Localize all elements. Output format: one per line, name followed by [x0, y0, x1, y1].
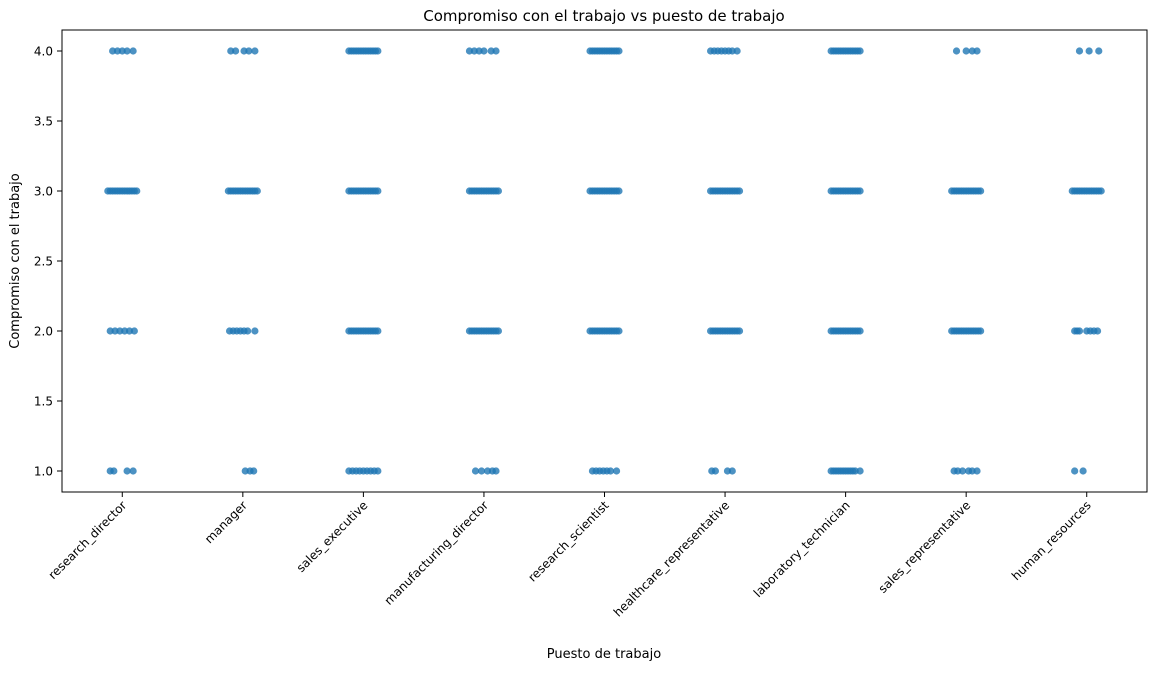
y-tick-label: 1.5 — [34, 395, 53, 409]
data-point — [374, 187, 382, 195]
data-point — [856, 187, 864, 195]
y-tick-label: 3.5 — [34, 115, 53, 129]
data-point — [615, 327, 623, 335]
data-point — [251, 47, 259, 55]
data-point — [711, 467, 720, 475]
x-axis-label: Puesto de trabajo — [547, 647, 661, 662]
data-point — [1075, 47, 1084, 55]
data-point — [250, 467, 258, 475]
data-point — [606, 467, 615, 475]
data-point — [1075, 327, 1084, 335]
data-point — [856, 467, 864, 475]
data-point — [492, 467, 500, 475]
data-point — [1095, 47, 1103, 55]
data-point — [130, 327, 138, 335]
data-point — [1085, 47, 1093, 55]
data-point — [962, 47, 970, 55]
chart-title: Compromiso con el trabajo vs puesto de t… — [423, 7, 784, 25]
data-point — [110, 467, 118, 475]
data-point — [958, 467, 967, 475]
data-point — [129, 47, 137, 55]
data-point — [251, 327, 259, 335]
data-point — [245, 47, 253, 55]
data-point — [1071, 467, 1079, 475]
data-point — [133, 187, 141, 195]
data-point — [612, 467, 621, 475]
y-tick-label: 3.0 — [34, 185, 53, 199]
data-point — [129, 467, 137, 475]
data-point — [977, 187, 985, 195]
data-point — [856, 47, 864, 55]
y-tick-label: 2.0 — [34, 325, 53, 339]
data-point — [374, 327, 382, 335]
y-axis-label: Compromiso con el trabajo — [8, 173, 23, 349]
data-point — [480, 47, 488, 55]
data-point — [492, 47, 500, 55]
y-tick-label: 2.5 — [34, 255, 53, 269]
data-point — [244, 327, 252, 335]
data-point — [477, 467, 486, 475]
data-point — [615, 47, 623, 55]
data-point — [735, 327, 744, 335]
data-point — [1079, 467, 1087, 475]
data-point — [1097, 187, 1105, 195]
data-point — [232, 47, 240, 55]
data-point — [735, 187, 744, 195]
axes-frame — [61, 29, 1148, 493]
data-point — [253, 187, 261, 195]
data-point — [973, 467, 981, 475]
y-tick-label: 4.0 — [34, 45, 53, 59]
data-point — [615, 187, 623, 195]
data-point — [374, 47, 382, 55]
data-point — [471, 467, 480, 475]
y-axis: 1.0 1.5 2.0 2.5 3.0 3.5 4.0 — [34, 45, 62, 479]
y-tick-label: 1.0 — [34, 465, 53, 479]
data-point — [973, 47, 981, 55]
data-point — [494, 327, 503, 335]
data-point — [733, 47, 741, 55]
data-point — [494, 187, 503, 195]
data-point — [374, 467, 382, 475]
data-point — [977, 327, 985, 335]
data-point — [1093, 327, 1102, 335]
data-point — [728, 467, 736, 475]
data-point — [952, 47, 961, 55]
data-point — [123, 47, 131, 55]
plot-area — [104, 47, 1105, 475]
data-point — [856, 327, 864, 335]
data-point — [123, 467, 131, 475]
